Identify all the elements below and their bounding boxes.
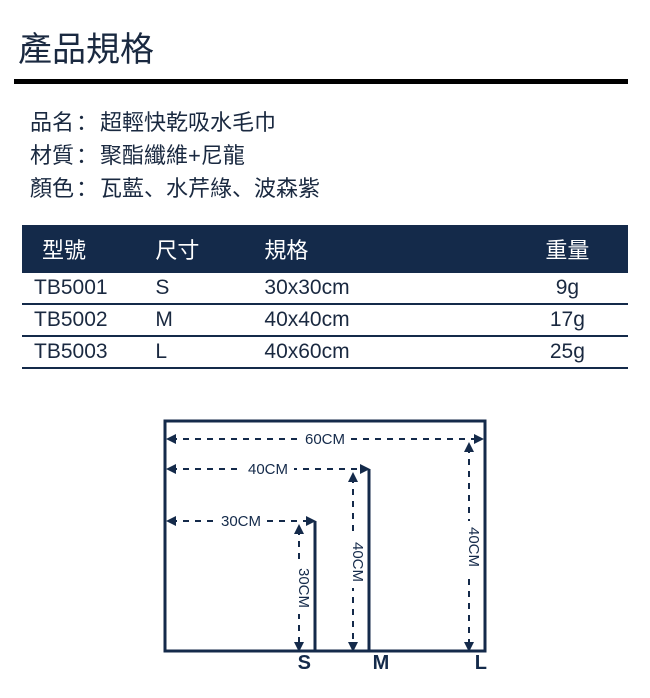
svg-text:30CM: 30CM: [295, 568, 312, 608]
spec-row-color: 顏色 ： 瓦藍、水芹綠、波森紫: [30, 172, 650, 205]
spec-value: 聚酯纖維+尼龍: [100, 139, 245, 172]
spec-separator: ：: [76, 139, 98, 172]
th-model: 型號: [22, 229, 155, 269]
td-size: L: [155, 337, 264, 367]
td-weight: 9g: [507, 273, 628, 303]
svg-text:40CM: 40CM: [349, 542, 366, 582]
svg-text:40CM: 40CM: [248, 461, 288, 478]
td-model: TB5001: [22, 273, 155, 303]
spec-label: 顏色: [30, 172, 74, 205]
size-table: 型號 尺寸 規格 重量 TB5001 S 30x30cm 9g TB5002 M…: [22, 225, 628, 369]
td-model: TB5002: [22, 305, 155, 335]
td-size: S: [155, 273, 264, 303]
table-header-row: 型號 尺寸 規格 重量: [22, 225, 628, 273]
td-dim: 40x60cm: [264, 337, 506, 367]
spec-separator: ：: [76, 172, 98, 205]
svg-text:L: L: [475, 652, 487, 674]
table-row: TB5003 L 40x60cm 25g: [22, 337, 628, 369]
section-heading: 產品規格: [0, 0, 650, 79]
table-row: TB5001 S 30x30cm 9g: [22, 273, 628, 305]
spec-row-material: 材質 ： 聚酯纖維+尼龍: [30, 139, 650, 172]
th-size: 尺寸: [155, 229, 264, 269]
size-diagram: 60CM 40CM 30CM 30CM 40CM 40CM S M L: [145, 401, 505, 681]
svg-text:S: S: [298, 652, 311, 674]
td-weight: 17g: [507, 305, 628, 335]
spec-list: 品名 ： 超輕快乾吸水毛巾 材質 ： 聚酯纖維+尼龍 顏色 ： 瓦藍、水芹綠、波…: [0, 84, 650, 219]
th-dim: 規格: [264, 229, 506, 269]
td-dim: 40x40cm: [264, 305, 506, 335]
spec-value: 超輕快乾吸水毛巾: [100, 106, 276, 139]
td-weight: 25g: [507, 337, 628, 367]
svg-text:40CM: 40CM: [465, 527, 482, 567]
table-row: TB5002 M 40x40cm 17g: [22, 305, 628, 337]
spec-label: 材質: [30, 139, 74, 172]
spec-row-name: 品名 ： 超輕快乾吸水毛巾: [30, 106, 650, 139]
spec-value: 瓦藍、水芹綠、波森紫: [100, 172, 320, 205]
td-size: M: [155, 305, 264, 335]
td-dim: 30x30cm: [264, 273, 506, 303]
td-model: TB5003: [22, 337, 155, 367]
size-diagram-container: 60CM 40CM 30CM 30CM 40CM 40CM S M L: [0, 401, 650, 681]
svg-text:60CM: 60CM: [305, 431, 345, 448]
svg-text:30CM: 30CM: [221, 513, 261, 530]
spec-separator: ：: [76, 106, 98, 139]
spec-label: 品名: [30, 106, 74, 139]
th-weight: 重量: [507, 229, 628, 269]
svg-text:M: M: [373, 652, 390, 674]
